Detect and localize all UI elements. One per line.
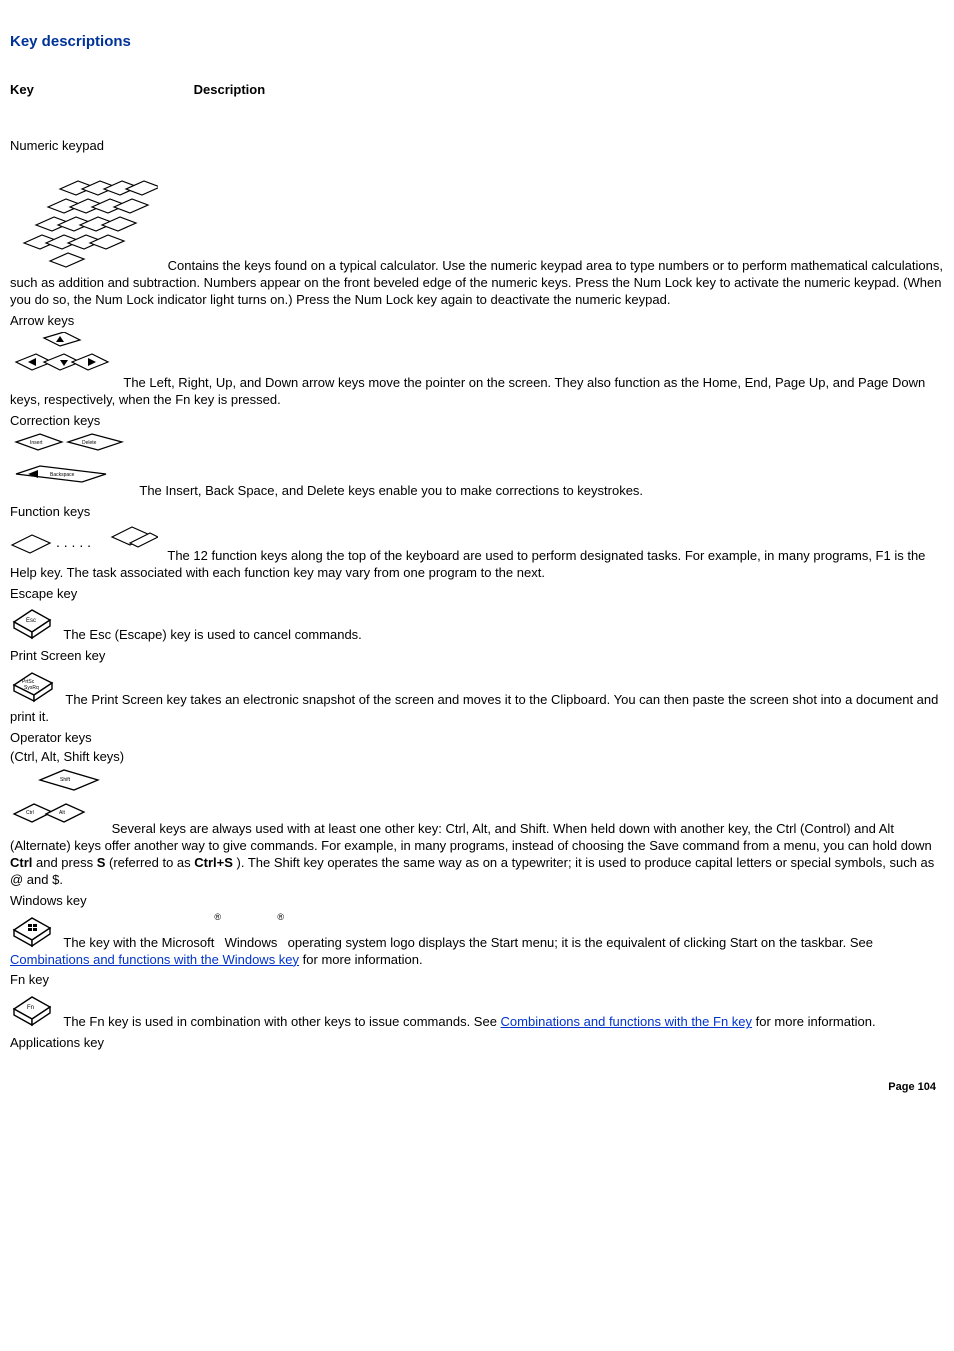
page-number: Page 104 <box>10 1080 944 1094</box>
svg-text:SysRq: SysRq <box>24 685 39 691</box>
svg-text:Ctrl: Ctrl <box>26 810 34 816</box>
column-headers: Key Description <box>10 82 944 99</box>
svg-text:Esc: Esc <box>26 618 36 624</box>
key-description: The Left, Right, Up, and Down arrow keys… <box>10 375 925 407</box>
key-description: The Esc (Escape) key is used to cancel c… <box>63 628 361 643</box>
link-fn-key-combos[interactable]: Combinations and functions with the Fn k… <box>501 1014 752 1029</box>
svg-text:. . . . .: . . . . . <box>56 534 91 550</box>
key-name: Print Screen key <box>10 648 944 665</box>
key-name: Arrow keys <box>10 313 944 330</box>
key-description: The Fn key is used in combination with o… <box>63 1014 875 1029</box>
entry-correction-keys: Correction keys Insert Delete Backspace … <box>10 413 944 500</box>
key-name: Function keys <box>10 504 944 521</box>
operator-keys-illustration: Shift Ctrl Alt <box>10 768 102 838</box>
arrow-keys-illustration <box>10 332 114 392</box>
entry-windows-key: Windows key The key with the Microsoft® … <box>10 893 944 969</box>
section-heading: Key descriptions <box>10 32 944 52</box>
link-windows-key-combos[interactable]: Combinations and functions with the Wind… <box>10 952 299 967</box>
column-header-description: Description <box>194 82 266 99</box>
entry-applications-key: Applications key <box>10 1035 944 1052</box>
svg-text:Insert: Insert <box>30 440 43 446</box>
escape-key-illustration: Esc <box>10 604 54 644</box>
key-name: Fn key <box>10 972 944 989</box>
entry-operator-keys: Operator keys (Ctrl, Alt, Shift keys) Sh… <box>10 730 944 888</box>
key-name: Windows key <box>10 893 944 910</box>
key-name: Numeric keypad <box>10 138 944 155</box>
svg-text:Delete: Delete <box>82 440 97 446</box>
entry-numeric-keypad: Numeric keypad <box>10 138 944 309</box>
key-description: The Insert, Back Space, and Delete keys … <box>139 483 643 498</box>
function-keys-illustration: . . . . . <box>10 523 158 565</box>
keypad-illustration <box>10 175 158 275</box>
key-description: The Print Screen key takes an electronic… <box>10 692 938 724</box>
print-screen-illustration: PrtSc SysRq <box>10 667 56 709</box>
svg-text:Fn: Fn <box>27 1005 34 1011</box>
key-name: Operator keys <box>10 730 944 747</box>
key-description: The key with the Microsoft® Windows® ope… <box>10 935 873 967</box>
windows-key-illustration <box>10 912 54 952</box>
svg-text:Shift: Shift <box>60 777 71 783</box>
svg-text:Alt: Alt <box>59 810 65 816</box>
correction-keys-illustration: Insert Delete Backspace <box>10 432 130 500</box>
entry-print-screen-key: Print Screen key PrtSc SysRq The Print S… <box>10 648 944 726</box>
column-header-key: Key <box>10 82 190 99</box>
key-subname: (Ctrl, Alt, Shift keys) <box>10 749 944 766</box>
svg-text:Backspace: Backspace <box>50 472 75 478</box>
entry-arrow-keys: Arrow keys The Left, Right, Up, and Down… <box>10 313 944 409</box>
key-description: Several keys are always used with at lea… <box>10 821 934 887</box>
key-name: Applications key <box>10 1035 944 1052</box>
entry-function-keys: Function keys . . . . . The 12 function … <box>10 504 944 582</box>
key-name: Escape key <box>10 586 944 603</box>
entry-fn-key: Fn key Fn The Fn key is used in combinat… <box>10 972 944 1031</box>
key-name: Correction keys <box>10 413 944 430</box>
entry-escape-key: Escape key Esc The Esc (Escape) key is u… <box>10 586 944 645</box>
fn-key-illustration: Fn <box>10 991 54 1031</box>
